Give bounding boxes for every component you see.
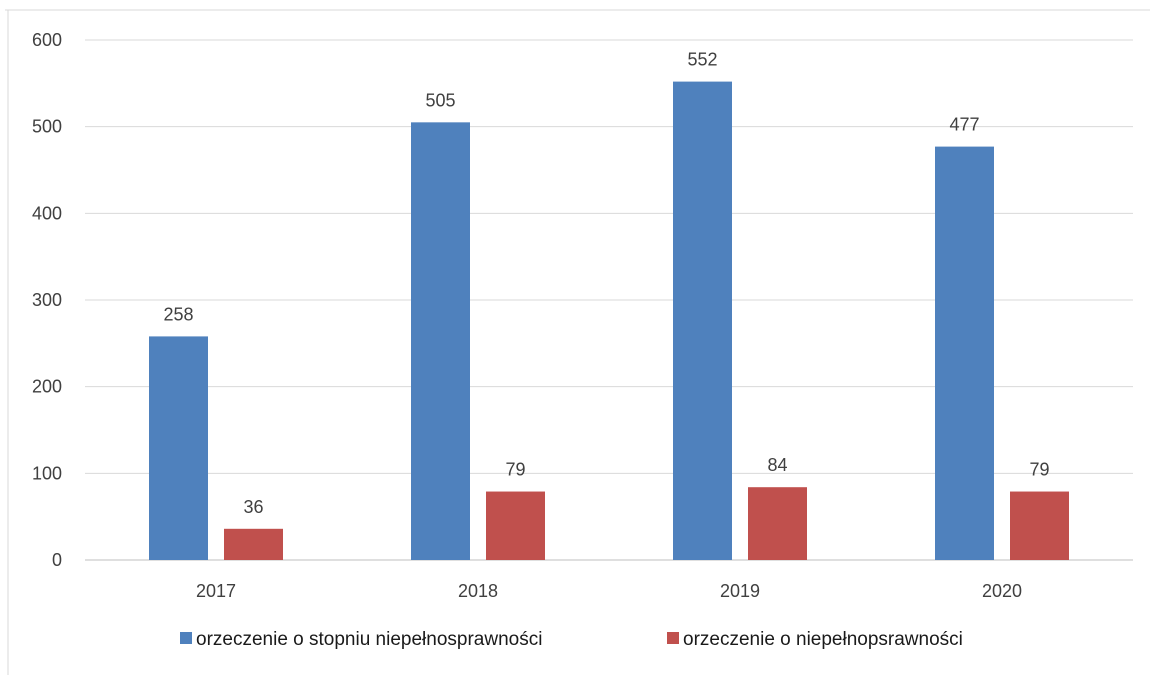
x-tick-label: 2018 [458,581,498,601]
data-label: 258 [163,304,193,324]
data-label: 79 [505,460,525,480]
legend-label-series1: orzeczenie o stopniu niepełnosprawności [196,629,542,650]
legend-swatch-series1 [180,632,192,644]
data-label: 84 [767,455,787,475]
legend-swatch-series2 [667,632,679,644]
y-axis-ticks: 0 100 200 300 400 500 600 [32,30,62,570]
legend-label-series2: orzeczenie o niepełnopsrawności [683,629,963,650]
bar-series2-2019 [748,487,807,560]
data-label: 477 [949,115,979,135]
y-tick-label: 0 [52,550,62,570]
y-tick-label: 100 [32,463,62,483]
bar-series2-2020 [1010,491,1069,560]
x-tick-label: 2019 [720,581,760,601]
x-tick-label: 2020 [982,581,1022,601]
y-tick-label: 400 [32,203,62,223]
bars [149,81,1069,560]
bar-series1-2020 [935,146,994,560]
x-axis-ticks: 2017 2018 2019 2020 [196,581,1022,601]
bar-series2-2017 [224,528,283,560]
data-label: 552 [687,50,717,70]
y-tick-label: 300 [32,290,62,310]
data-label: 36 [243,497,263,517]
legend: orzeczenie o stopniu niepełnosprawności o… [180,629,963,650]
x-tick-label: 2017 [196,581,236,601]
bar-series1-2017 [149,336,208,560]
y-tick-label: 500 [32,117,62,137]
bar-series1-2019 [673,81,732,560]
data-labels: 258 36 505 79 552 84 477 79 [163,50,1049,517]
data-label: 505 [425,90,455,110]
data-label: 79 [1029,460,1049,480]
y-tick-label: 600 [32,30,62,50]
bar-series1-2018 [411,122,470,560]
y-tick-label: 200 [32,377,62,397]
bar-series2-2018 [486,491,545,560]
